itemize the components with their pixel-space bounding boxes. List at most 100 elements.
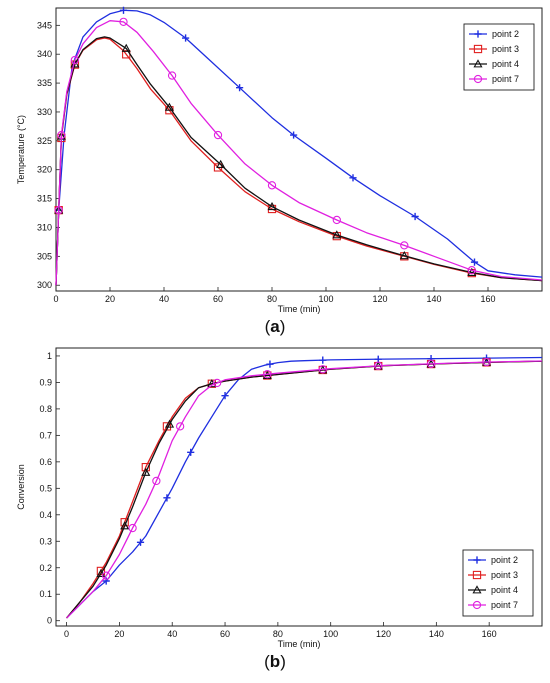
- data-point: [102, 577, 110, 585]
- legend-marker: [474, 30, 482, 38]
- y-tick-label: 310: [37, 222, 52, 232]
- data-point: [470, 258, 479, 266]
- y-tick-label: 0.6: [39, 457, 52, 467]
- x-tick-label: 80: [273, 629, 283, 639]
- legend-label: point 4: [492, 59, 519, 69]
- legend-marker: [473, 59, 483, 68]
- x-tick-label: 60: [220, 629, 230, 639]
- data-point: [332, 215, 341, 225]
- data-point: [57, 130, 66, 140]
- panel-letter: b: [270, 652, 280, 671]
- legend-item: point 4: [469, 59, 519, 69]
- legend: point 2 point 3 point 4 point 7: [462, 549, 534, 617]
- series-line: [66, 356, 543, 619]
- legend-marker: [472, 585, 482, 594]
- data-point: [263, 370, 272, 379]
- data-point: [165, 419, 175, 428]
- y-tick-label: 305: [37, 251, 52, 261]
- data-point: [262, 370, 272, 379]
- series-point-7: [54, 17, 543, 286]
- x-tick-label: 60: [213, 294, 223, 304]
- legend-marker: [472, 600, 482, 610]
- x-tick-label: 0: [64, 629, 69, 639]
- data-point: [54, 205, 63, 215]
- legend-item: point 2: [468, 555, 518, 565]
- data-point: [467, 267, 477, 276]
- legend-item: point 7: [469, 74, 519, 84]
- data-point: [411, 212, 419, 221]
- y-tick-label: 0.9: [39, 377, 52, 387]
- x-tick-label: 120: [376, 629, 391, 639]
- legend-marker: [473, 556, 481, 564]
- data-point: [119, 6, 128, 14]
- y-tick-label: 0.4: [39, 510, 52, 520]
- x-tick-label: 40: [159, 294, 169, 304]
- legend-item: point 3: [468, 570, 518, 580]
- data-point: [141, 467, 151, 476]
- panel-paren: ): [280, 652, 286, 671]
- legend-marker: [473, 44, 483, 54]
- series-point-7: [66, 357, 543, 619]
- data-point: [136, 538, 145, 546]
- data-point: [213, 130, 223, 140]
- panel-paren: ): [280, 317, 286, 336]
- data-point: [119, 17, 128, 27]
- data-point: [400, 241, 409, 250]
- plot-frame: [55, 7, 543, 292]
- data-point: [216, 159, 226, 168]
- data-point: [96, 568, 106, 578]
- data-point: [426, 359, 436, 368]
- y-tick-label: 0.5: [39, 483, 52, 493]
- y-tick-label: 0.7: [39, 430, 52, 440]
- data-point: [167, 71, 177, 80]
- x-tick-label: 140: [429, 629, 444, 639]
- y-tick-label: 0.3: [39, 536, 52, 546]
- x-tick-label: 100: [318, 294, 333, 304]
- y-tick-label: 325: [37, 136, 52, 146]
- y-tick-label: 340: [37, 49, 52, 59]
- data-point: [120, 521, 130, 530]
- y-tick-label: 315: [37, 194, 52, 204]
- legend-label: point 4: [491, 585, 518, 595]
- y-tick-label: 320: [37, 165, 52, 175]
- x-tick-label: 80: [267, 294, 277, 304]
- data-point: [267, 201, 277, 211]
- series-line: [55, 9, 543, 286]
- data-point: [163, 494, 171, 502]
- y-tick-label: 345: [37, 20, 52, 30]
- y-tick-label: 335: [37, 78, 52, 88]
- data-point: [399, 251, 409, 260]
- panel-letter: a: [270, 317, 280, 336]
- data-point: [332, 230, 342, 239]
- x-axis-label: Time (min): [278, 639, 321, 649]
- legend-label: point 7: [491, 600, 518, 610]
- legend-label: point 2: [491, 555, 518, 565]
- y-tick-label: 0.1: [39, 589, 52, 599]
- y-tick-label: 330: [37, 107, 52, 117]
- legend-label: point 7: [492, 74, 519, 84]
- panel-paren: (: [265, 317, 271, 336]
- data-point: [212, 378, 222, 388]
- chart-panel-a: 0 20 40 60 80 100 120 140 160 300 305 310 315 320 325 3…: [16, 6, 543, 336]
- data-point: [482, 357, 491, 367]
- data-point: [467, 266, 476, 275]
- legend-marker: [473, 74, 483, 84]
- data-point: [175, 422, 185, 431]
- x-tick-label: 40: [167, 629, 177, 639]
- panel-label: (a): [265, 317, 286, 336]
- x-tick-label: 120: [372, 294, 387, 304]
- y-tick-label: 1: [47, 351, 52, 361]
- legend-item: point 2: [469, 29, 519, 39]
- legend-item: point 3: [469, 44, 519, 54]
- data-point: [221, 392, 229, 400]
- x-tick-label: 20: [114, 629, 124, 639]
- panel-label: (b): [264, 652, 286, 671]
- data-point: [267, 181, 277, 190]
- y-axis-label: Conversion: [16, 464, 26, 510]
- legend-item: point 7: [468, 600, 518, 610]
- data-point: [121, 43, 131, 52]
- legend-label: point 2: [492, 29, 519, 39]
- legend-label: point 3: [491, 570, 518, 580]
- x-tick-label: 0: [53, 294, 58, 304]
